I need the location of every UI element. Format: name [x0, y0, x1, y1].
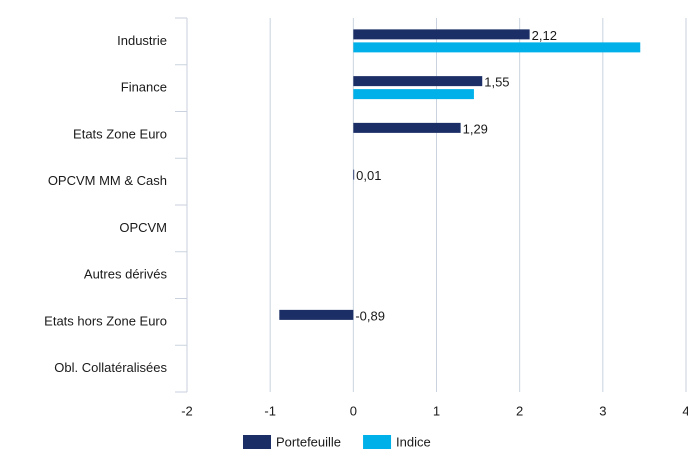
x-tick-label: 2	[516, 403, 523, 418]
y-tick-label: Autres dérivés	[84, 267, 168, 282]
data-label: 0,01	[356, 168, 381, 183]
bar	[279, 309, 354, 320]
y-tick-label: Obl. Collatéralisées	[54, 360, 167, 375]
bar	[353, 76, 483, 87]
x-tick-label: 3	[599, 403, 606, 418]
y-tick-label: Finance	[121, 80, 167, 95]
bar	[353, 29, 530, 40]
y-tick-label: OPCVM MM & Cash	[48, 173, 167, 188]
legend-swatch	[243, 435, 271, 449]
y-tick-label: Industrie	[117, 33, 167, 48]
data-label: 2,12	[532, 28, 557, 43]
x-tick-label: 1	[433, 403, 440, 418]
legend-label: Indice	[396, 434, 431, 449]
bar	[353, 169, 355, 180]
legend-swatch	[363, 435, 392, 449]
data-label: -0,89	[355, 308, 385, 323]
bar	[353, 42, 641, 53]
bar	[353, 122, 461, 133]
y-tick-label: Etats Zone Euro	[73, 126, 167, 141]
data-label: 1,55	[484, 75, 509, 90]
data-label: 1,29	[463, 121, 488, 136]
y-tick-label: OPCVM	[119, 220, 167, 235]
x-tick-label: 4	[682, 403, 688, 418]
x-tick-label: -1	[264, 403, 276, 418]
x-tick-label: 0	[350, 403, 357, 418]
x-tick-label: -2	[181, 403, 193, 418]
y-tick-label: Etats hors Zone Euro	[44, 313, 167, 328]
bar	[353, 89, 474, 100]
legend-label: Portefeuille	[276, 434, 341, 449]
